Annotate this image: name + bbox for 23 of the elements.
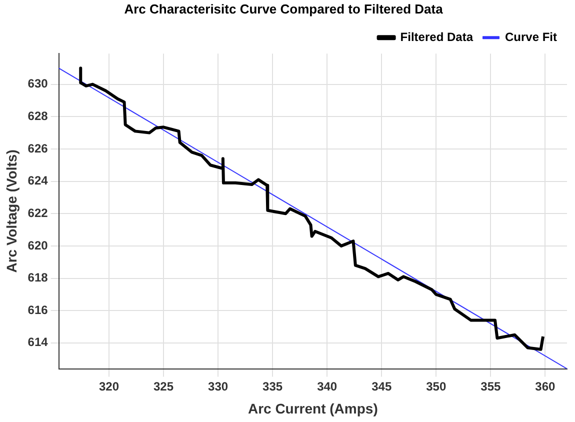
y-tick-label: 618 (28, 270, 48, 285)
x-tick-label: 330 (208, 379, 228, 394)
legend-label: Curve Fit (504, 30, 558, 44)
y-tick-label: 616 (28, 302, 48, 317)
y-tick-label: 614 (28, 335, 48, 350)
y-tick-label: 628 (28, 108, 48, 123)
y-tick-label: 622 (28, 206, 48, 220)
x-tick-label: 360 (535, 379, 556, 394)
x-tick-label: 345 (372, 379, 392, 394)
y-tick-label: 626 (28, 141, 48, 156)
x-tick-label: 325 (153, 379, 174, 394)
x-axis-title: Arc Current (Amps) (248, 400, 378, 416)
x-tick-label: 320 (98, 379, 120, 394)
x-tick-label: 355 (480, 379, 501, 394)
legend-label: Filtered Data (400, 30, 474, 44)
y-tick-label: 620 (28, 238, 48, 252)
x-tick-label: 335 (262, 379, 283, 394)
y-tick-label: 624 (28, 174, 48, 188)
x-tick-label: 340 (317, 379, 338, 394)
y-tick-label: 630 (28, 76, 48, 91)
x-tick-label: 350 (426, 379, 446, 394)
chart-title: Arc Characterisitc Curve Compared to Filtered Data (124, 1, 444, 16)
y-axis-title: Arc Voltage (Volts) (3, 150, 20, 273)
